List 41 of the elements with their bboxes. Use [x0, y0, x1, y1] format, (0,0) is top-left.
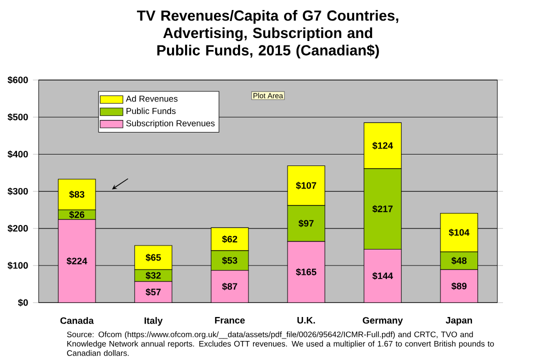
data-label: $165 — [296, 268, 316, 276]
data-label: $224 — [66, 257, 88, 266]
bar — [287, 241, 326, 303]
legend-label: Public Funds — [126, 108, 176, 114]
x-tick-label: Italy — [144, 317, 163, 326]
x-tick-label: France — [215, 317, 245, 324]
x-tick-label: U.K. — [297, 317, 315, 324]
data-label: $26 — [69, 211, 84, 219]
y-tick-label: $600 — [8, 76, 28, 84]
legend-label: Subscription Revenues — [126, 120, 215, 128]
data-label: $144 — [372, 272, 393, 280]
y-tick-label: $100 — [8, 262, 28, 270]
bar — [440, 270, 478, 303]
legend-label: Ad Revenues — [126, 96, 178, 102]
y-tick-label: $200 — [8, 224, 28, 232]
data-label: $57 — [146, 288, 161, 296]
data-label: $62 — [222, 236, 238, 244]
source-note: Source: Ofcom (https://www.ofcom.org.uk/__data/assets/pdf_file/0026/95642/ICMR-Full.pdf) and CRTC, TVO and Knowledge Network annual reports. Excludes OTT revenues. We used a multiplier of 1.67 to convert British pounds to Canadian dollars. — [67, 332, 494, 356]
y-tick-label: $400 — [8, 150, 28, 158]
x-tick-label: Japan — [446, 317, 472, 326]
data-label: $217 — [372, 205, 393, 213]
y-tick-label: $300 — [8, 188, 28, 196]
x-tick-label: Canada — [60, 317, 94, 324]
data-label: $97 — [298, 220, 314, 228]
data-label: $53 — [222, 256, 238, 265]
data-label: $89 — [451, 282, 467, 290]
data-label: $32 — [146, 272, 161, 280]
bar — [210, 270, 249, 303]
data-label: $124 — [372, 142, 393, 150]
y-tick-label: $0 — [18, 299, 28, 307]
data-label: $48 — [451, 257, 467, 265]
data-label: $104 — [448, 228, 470, 236]
data-label: $87 — [222, 282, 238, 290]
y-tick-label: $500 — [8, 113, 28, 122]
x-tick-label: Germany — [362, 317, 403, 326]
data-label: $83 — [69, 190, 84, 198]
bar — [58, 219, 96, 303]
bar — [364, 249, 402, 303]
data-label: $107 — [296, 182, 316, 190]
chart-title: TV Revenues/Capita of G7 Countries, Advertising, Subscription and Public Funds, 2015 (Canadian$) — [136, 10, 398, 59]
data-label: $65 — [146, 254, 161, 262]
